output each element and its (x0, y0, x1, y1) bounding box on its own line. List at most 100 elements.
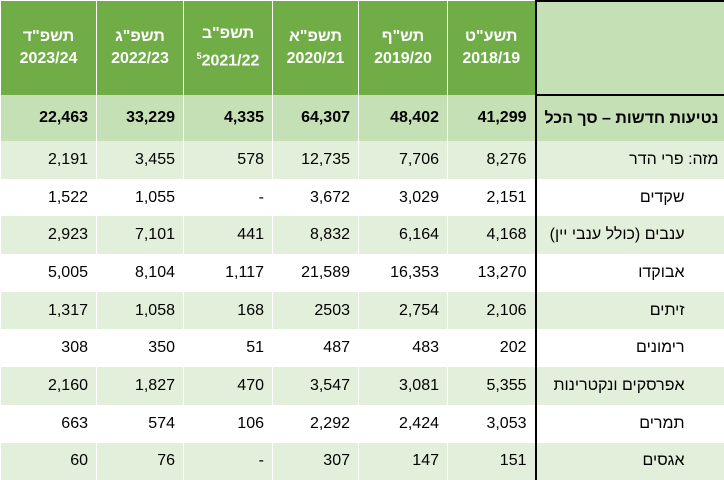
value-cell: 2,923 (1, 216, 97, 254)
header-hebrew-year: תשפ"ג (115, 28, 165, 45)
row-label: ענבים (כולל ענבי יין) (536, 216, 724, 254)
value-cell: 574 (97, 405, 184, 443)
header-hebrew-year: תשפ"ב (202, 25, 254, 42)
value-cell: - (184, 443, 273, 480)
value-cell: 8,276 (448, 141, 536, 179)
value-cell: 41,299 (448, 95, 536, 141)
value-cell: 22,463 (1, 95, 97, 141)
value-cell: 8,832 (273, 216, 359, 254)
row-label: שקדים (536, 179, 724, 217)
value-cell: 1,117 (184, 254, 273, 292)
value-cell: 147 (359, 443, 448, 480)
value-cell: 1,522 (1, 179, 97, 217)
row-label: אבוקדו (536, 254, 724, 292)
header-hebrew-year: תש"ף (382, 28, 424, 45)
row-label: אפרסקים ונקטרינות (536, 367, 724, 405)
value-cell: 4,335 (184, 95, 273, 141)
value-cell: 51 (184, 329, 273, 367)
value-cell: 168 (184, 292, 273, 330)
value-cell: 1,317 (1, 292, 97, 330)
row-label: נטיעות חדשות – סך הכל (536, 95, 724, 141)
header-years: 2021/22 (202, 53, 260, 70)
header-hebrew-year: תשפ"ד (23, 28, 74, 45)
value-cell: 3,029 (359, 179, 448, 217)
header-years: 2020/21 (287, 50, 345, 67)
value-cell: 441 (184, 216, 273, 254)
value-cell: 106 (184, 405, 273, 443)
value-cell: 578 (184, 141, 273, 179)
value-cell: 3,547 (273, 367, 359, 405)
value-cell: 2,106 (448, 292, 536, 330)
value-cell: 48,402 (359, 95, 448, 141)
value-cell: 3,455 (97, 141, 184, 179)
column-header: תשע"ט 2018/19 (448, 1, 536, 95)
value-cell: 487 (273, 329, 359, 367)
value-cell: 483 (359, 329, 448, 367)
value-cell: 1,055 (97, 179, 184, 217)
value-cell: 151 (448, 443, 536, 480)
value-cell: 2,754 (359, 292, 448, 330)
value-cell: 3,672 (273, 179, 359, 217)
header-hebrew-year: תשע"ט (465, 28, 518, 45)
value-cell: - (184, 179, 273, 217)
value-cell: 33,229 (97, 95, 184, 141)
value-cell: 470 (184, 367, 273, 405)
value-cell: 4,168 (448, 216, 536, 254)
value-cell: 2,424 (359, 405, 448, 443)
value-cell: 350 (97, 329, 184, 367)
value-cell: 5,355 (448, 367, 536, 405)
value-cell: 2,292 (273, 405, 359, 443)
value-cell: 1,827 (97, 367, 184, 405)
value-cell: 12,735 (273, 141, 359, 179)
value-cell: 307 (273, 443, 359, 480)
row-label: זיתים (536, 292, 724, 330)
value-cell: 202 (448, 329, 536, 367)
value-cell: 64,307 (273, 95, 359, 141)
value-cell: 2,160 (1, 367, 97, 405)
row-label: תמרים (536, 405, 724, 443)
header-hebrew-year: תשפ"א (289, 28, 342, 45)
column-header: תשפ"א 2020/21 (273, 1, 359, 95)
value-cell: 5,005 (1, 254, 97, 292)
value-cell: 6,164 (359, 216, 448, 254)
value-cell: 7,706 (359, 141, 448, 179)
header-years: 2018/19 (462, 50, 520, 67)
value-cell: 308 (1, 329, 97, 367)
row-label: מזה: פרי הדר (536, 141, 724, 179)
column-header: תשפ"ד 2023/24 (1, 1, 97, 95)
value-cell: 8,104 (97, 254, 184, 292)
header-years: 2019/20 (374, 50, 432, 67)
column-header: תשפ"ג 2022/23 (97, 1, 184, 95)
row-label: אגסים (536, 443, 724, 480)
value-cell: 76 (97, 443, 184, 480)
value-cell: 7,101 (97, 216, 184, 254)
value-cell: 21,589 (273, 254, 359, 292)
header-years: 2022/23 (111, 50, 169, 67)
header-years: 2023/24 (20, 50, 78, 67)
row-label: רימונים (536, 329, 724, 367)
value-cell: 3,081 (359, 367, 448, 405)
value-cell: 1,058 (97, 292, 184, 330)
column-header: תש"ף 2019/20 (359, 1, 448, 95)
label-header (536, 1, 724, 95)
value-cell: 13,270 (448, 254, 536, 292)
value-cell: 3,053 (448, 405, 536, 443)
value-cell: 663 (1, 405, 97, 443)
value-cell: 2,151 (448, 179, 536, 217)
value-cell: 16,353 (359, 254, 448, 292)
value-cell: 2,191 (1, 141, 97, 179)
value-cell: 60 (1, 443, 97, 480)
